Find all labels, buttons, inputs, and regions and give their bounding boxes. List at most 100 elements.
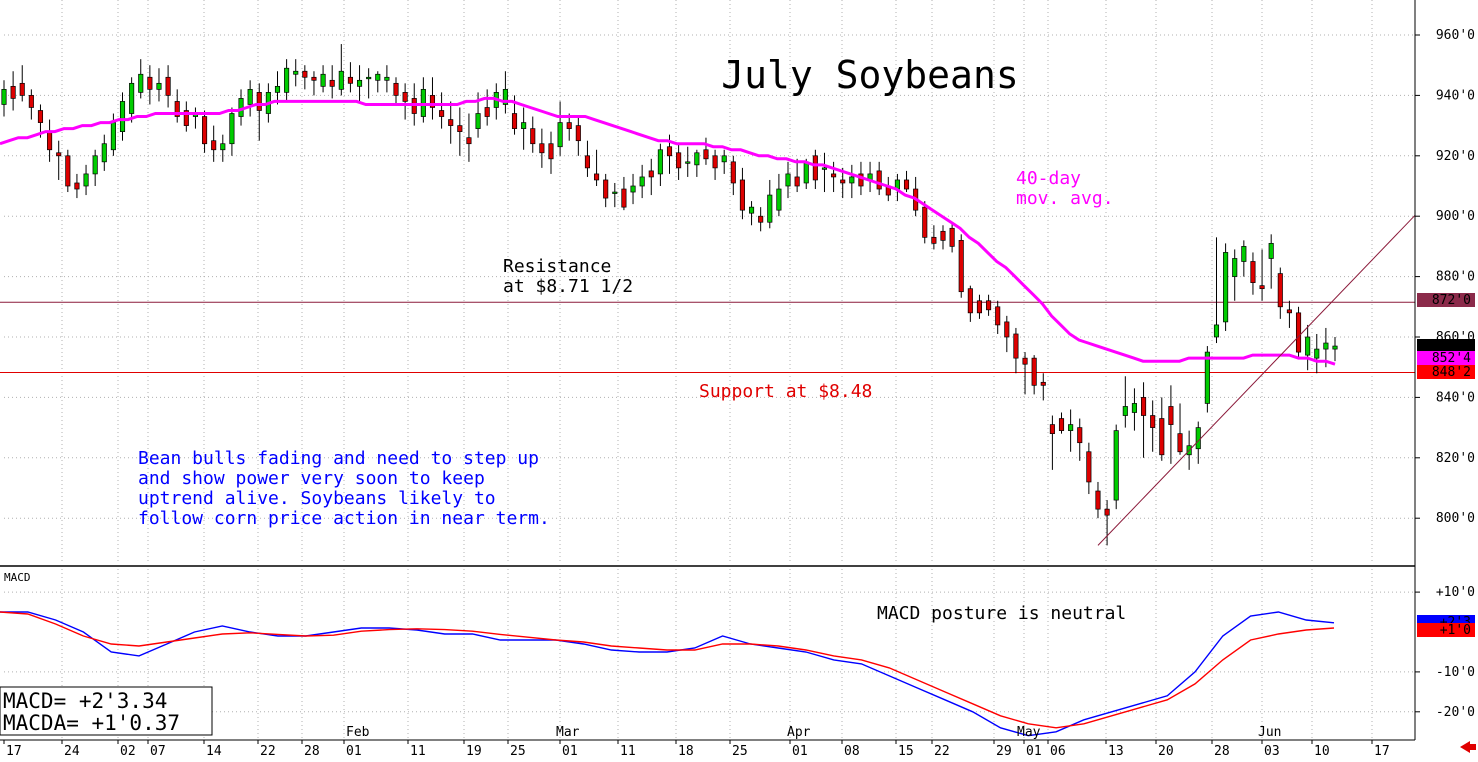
moving-average-label-line-1: 40-day (1016, 168, 1081, 189)
candle-body (511, 113, 518, 129)
candle-body (940, 230, 946, 241)
y-tick-label: 920'0 (1436, 149, 1475, 164)
candle (74, 173, 80, 199)
candle (876, 161, 882, 196)
candle (1068, 409, 1074, 452)
candle-body (639, 176, 645, 187)
candle-body (1077, 427, 1083, 444)
candle-body (1004, 321, 1010, 338)
candle-body (1286, 309, 1292, 314)
candle-body (1159, 418, 1165, 456)
candle (192, 107, 198, 129)
candle-body (1113, 430, 1119, 501)
candle (703, 137, 709, 165)
candle (612, 182, 618, 208)
macd-lines (0, 611, 1335, 737)
x-tick-label: 11 (410, 744, 426, 758)
candle (1305, 324, 1311, 371)
candle-body (366, 76, 372, 80)
x-tick-label: 24 (64, 744, 80, 758)
candle-body (320, 73, 326, 87)
candle-body (393, 82, 399, 96)
candle-body (1131, 403, 1137, 413)
candle (1277, 267, 1283, 319)
candle-body (858, 173, 864, 187)
resistance-label-line-1: Resistance (503, 256, 611, 277)
candle-body (47, 131, 53, 151)
candle-body (648, 170, 654, 178)
candle (156, 68, 162, 102)
candle-body (1049, 424, 1055, 434)
candle-body (1232, 258, 1238, 277)
candle (922, 201, 928, 244)
x-tick-label: 19 (466, 744, 482, 758)
x-tick-label: 01 (1026, 744, 1042, 758)
candle (448, 101, 454, 144)
macd-y-tick-label: +10'0 (1436, 585, 1475, 600)
candle-body (284, 67, 290, 93)
candle-body (10, 85, 16, 99)
candle-body (949, 227, 955, 247)
candle (1131, 388, 1137, 431)
candle-body (748, 206, 755, 214)
x-tick-label: 25 (732, 744, 748, 758)
candle (1250, 252, 1256, 295)
candle-body (311, 76, 317, 81)
price-tag (1417, 351, 1475, 365)
candle (721, 149, 727, 174)
candle-body (995, 306, 1001, 326)
candle (1241, 240, 1247, 277)
candle-body (612, 191, 618, 194)
price-tag-label: 852'4 (1432, 351, 1471, 366)
candle-body (876, 170, 882, 190)
candle-body (1086, 451, 1092, 483)
candle-body (548, 143, 554, 160)
candle (384, 65, 390, 93)
candle (1159, 397, 1165, 461)
candle (931, 225, 937, 250)
level-lines (0, 301, 1415, 373)
candle (1013, 327, 1019, 374)
candle (56, 140, 62, 180)
x-tick-label: 11 (620, 744, 636, 758)
candle-body (685, 161, 691, 164)
candle (1232, 249, 1238, 301)
scroll-left-arrow-tail[interactable] (1469, 744, 1476, 750)
uptrend-line (1097, 214, 1416, 546)
candle (347, 62, 353, 93)
y-tick-label: 960'0 (1436, 28, 1475, 43)
candle (138, 59, 144, 99)
candle-body (293, 70, 299, 75)
candle-body (603, 179, 609, 199)
candle-body (101, 143, 107, 163)
commentary-line-4: follow corn price action in near term. (138, 508, 550, 529)
candle (10, 71, 16, 111)
candle (502, 71, 508, 114)
candle (338, 44, 344, 96)
candle-body (785, 173, 791, 187)
candle (220, 134, 226, 162)
scroll-left-arrow-icon[interactable] (1460, 741, 1470, 753)
candle-body (1040, 381, 1046, 386)
candle (648, 158, 654, 196)
candle-body (1058, 418, 1065, 431)
price-tag (1417, 339, 1475, 353)
candle-body (347, 76, 353, 84)
candle (420, 77, 426, 123)
x-tick-label: 20 (1158, 744, 1174, 758)
candle (1022, 352, 1028, 395)
y-tick-label: 940'0 (1436, 88, 1475, 103)
candle (19, 65, 25, 102)
candle-body (129, 82, 135, 114)
candle-body (448, 119, 454, 126)
candle (1086, 442, 1092, 495)
candle-body (156, 82, 162, 90)
macd-readout-box (0, 686, 213, 736)
candle-body (703, 149, 709, 160)
candle (229, 107, 235, 156)
candle-body (566, 122, 572, 129)
x-tick-label: 10 (1314, 744, 1330, 758)
candle (92, 149, 98, 186)
candle (1213, 237, 1220, 344)
x-tick-label: 28 (304, 744, 320, 758)
